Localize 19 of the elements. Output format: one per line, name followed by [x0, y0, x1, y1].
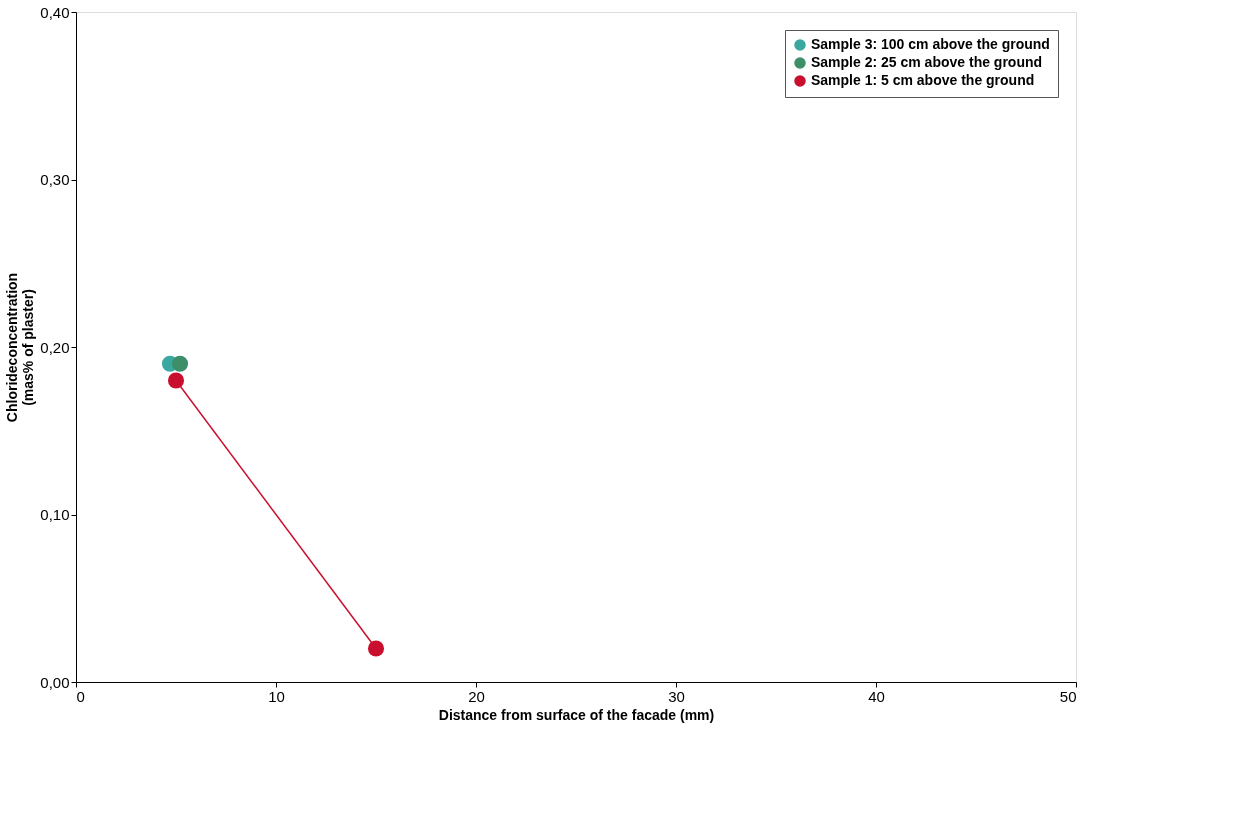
- legend-label: Sample 3: 100 cm above the ground: [811, 36, 1050, 52]
- legend-label: Sample 1: 5 cm above the ground: [811, 72, 1035, 88]
- x-tick-label: 40: [868, 687, 885, 705]
- point: [167, 372, 185, 389]
- y-tick-label: 0,20: [40, 338, 70, 356]
- x-axis-title: Distance from surface of the facade (mm): [438, 706, 715, 723]
- x-tick-label: 50: [1059, 687, 1077, 705]
- x-tick-label: 30: [668, 687, 685, 705]
- x-tick-label: 20: [468, 687, 485, 705]
- y-tick-label: 0,00: [40, 673, 70, 691]
- point: [367, 640, 385, 657]
- x-tick-label: 10: [268, 687, 285, 705]
- y-tick-label: 0,30: [40, 171, 70, 188]
- legend-label: Sample 2: 25 cm above the ground: [811, 54, 1043, 70]
- y-tick-label: 0,10: [40, 506, 70, 523]
- x-tick-label: 0: [76, 687, 85, 705]
- point: [171, 355, 189, 372]
- y-tick-label: 0,40: [40, 3, 70, 21]
- y-axis-title: Chlorideconcentration (mas% of plaster): [4, 272, 37, 423]
